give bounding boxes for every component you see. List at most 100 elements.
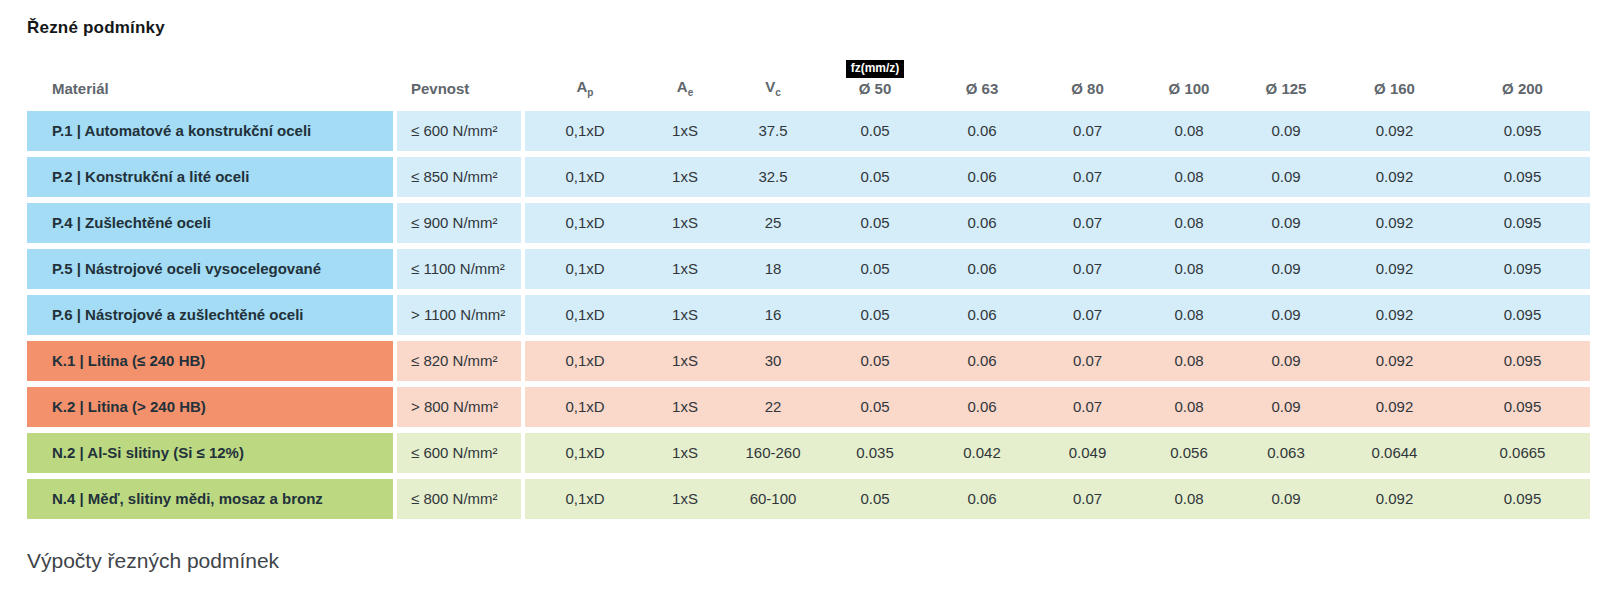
fz-value-cell: 0.095 [1455, 341, 1590, 381]
ap-value-cell: 0,1xD [525, 479, 645, 519]
material-cell: P.4 | Zušlechtěné oceli [27, 203, 393, 243]
fz-value-cell: 0.08 [1140, 203, 1238, 243]
ae-symbol: A [677, 78, 688, 95]
ap-value-cell: 0,1xD [525, 433, 645, 473]
ae-value-cell: 1xS [645, 433, 725, 473]
fz-value-cell: 0.06 [929, 157, 1035, 197]
fz-value-cell: 0.092 [1334, 249, 1455, 289]
column-header-d200: Ø 200 [1455, 81, 1590, 98]
fz-value-cell: 0.09 [1238, 157, 1334, 197]
fz-value-cell: 0.08 [1140, 249, 1238, 289]
vc-symbol: V [765, 78, 775, 95]
fz-value-cell: 0.095 [1455, 203, 1590, 243]
material-cell: P.1 | Automatové a konstrukční oceli [27, 111, 393, 151]
column-header-d160: Ø 160 [1334, 81, 1455, 98]
strength-cell: ≤ 1100 N/mm² [397, 249, 521, 289]
fz-value-cell: 0.07 [1035, 387, 1140, 427]
ap-value-cell: 0,1xD [525, 249, 645, 289]
column-header-strength: Pevnost [397, 81, 521, 98]
strength-cell: ≤ 800 N/mm² [397, 479, 521, 519]
column-header-d63: Ø 63 [929, 81, 1035, 98]
strength-cell: ≤ 850 N/mm² [397, 157, 521, 197]
fz-value-cell: 0.09 [1238, 341, 1334, 381]
fz-value-cell: 0.095 [1455, 157, 1590, 197]
table-body: P.1 | Automatové a konstrukční oceli≤ 60… [27, 111, 1590, 519]
fz-value-cell: 0.07 [1035, 249, 1140, 289]
ap-value-cell: 0,1xD [525, 203, 645, 243]
fz-value-cell: 0.06 [929, 479, 1035, 519]
fz-value-cell: 0.092 [1334, 479, 1455, 519]
fz-value-cell: 0.06 [929, 341, 1035, 381]
fz-value-cell: 0.09 [1238, 295, 1334, 335]
fz-value-cell: 0.07 [1035, 341, 1140, 381]
ae-value-cell: 1xS [645, 203, 725, 243]
column-header-material: Materiál [27, 81, 393, 98]
fz-value-cell: 0.09 [1238, 111, 1334, 151]
ae-value-cell: 1xS [645, 249, 725, 289]
fz-value-cell: 0.0665 [1455, 433, 1590, 473]
table-row: N.2 | Al-Si slitiny (Si ≤ 12%)≤ 600 N/mm… [27, 433, 1590, 473]
fz-value-cell: 0.095 [1455, 295, 1590, 335]
table-row: P.2 | Konstrukční a lité oceli≤ 850 N/mm… [27, 157, 1590, 197]
vc-subscript: c [775, 87, 781, 98]
ap-value-cell: 0,1xD [525, 111, 645, 151]
fz-value-cell: 0.07 [1035, 479, 1140, 519]
fz-value-cell: 0.09 [1238, 249, 1334, 289]
fz-value-cell: 0.05 [821, 203, 929, 243]
fz-value-cell: 0.07 [1035, 295, 1140, 335]
fz-value-cell: 0.035 [821, 433, 929, 473]
fz-value-cell: 0.07 [1035, 157, 1140, 197]
vc-value-cell: 18 [725, 249, 821, 289]
vc-value-cell: 22 [725, 387, 821, 427]
d50-label: Ø 50 [859, 81, 892, 98]
fz-value-cell: 0.06 [929, 295, 1035, 335]
fz-value-cell: 0.056 [1140, 433, 1238, 473]
ae-value-cell: 1xS [645, 341, 725, 381]
ap-value-cell: 0,1xD [525, 341, 645, 381]
table-row: K.2 | Litina (> 240 HB)> 800 N/mm²0,1xD1… [27, 387, 1590, 427]
vc-value-cell: 32.5 [725, 157, 821, 197]
strength-cell: > 800 N/mm² [397, 387, 521, 427]
fz-value-cell: 0.08 [1140, 341, 1238, 381]
fz-value-cell: 0.092 [1334, 203, 1455, 243]
fz-value-cell: 0.0644 [1334, 433, 1455, 473]
fz-value-cell: 0.092 [1334, 295, 1455, 335]
fz-value-cell: 0.063 [1238, 433, 1334, 473]
vc-value-cell: 25 [725, 203, 821, 243]
table-row: P.4 | Zušlechtěné oceli≤ 900 N/mm²0,1xD1… [27, 203, 1590, 243]
fz-value-cell: 0.05 [821, 249, 929, 289]
fz-value-cell: 0.095 [1455, 479, 1590, 519]
ae-value-cell: 1xS [645, 479, 725, 519]
fz-value-cell: 0.06 [929, 111, 1035, 151]
strength-cell: ≤ 600 N/mm² [397, 111, 521, 151]
fz-value-cell: 0.05 [821, 157, 929, 197]
column-header-ap: Ap [525, 79, 645, 98]
fz-value-cell: 0.08 [1140, 157, 1238, 197]
material-cell: P.2 | Konstrukční a lité oceli [27, 157, 393, 197]
table-header-row: Materiál Pevnost Ap Ae Vc fz(mm/z) Ø 50 … [27, 60, 1590, 98]
ae-subscript: e [688, 87, 694, 98]
fz-value-cell: 0.06 [929, 249, 1035, 289]
vc-value-cell: 160-260 [725, 433, 821, 473]
vc-value-cell: 30 [725, 341, 821, 381]
column-header-d50: fz(mm/z) Ø 50 [821, 60, 929, 98]
strength-cell: ≤ 820 N/mm² [397, 341, 521, 381]
material-cell: N.4 | Měď, slitiny mědi, mosaz a bronz [27, 479, 393, 519]
fz-value-cell: 0.08 [1140, 479, 1238, 519]
table-row: P.6 | Nástrojové a zušlechtěné oceli> 11… [27, 295, 1590, 335]
fz-unit-badge: fz(mm/z) [846, 60, 905, 78]
ap-symbol: A [577, 78, 588, 95]
column-header-ae: Ae [645, 79, 725, 98]
material-cell: N.2 | Al-Si slitiny (Si ≤ 12%) [27, 433, 393, 473]
fz-value-cell: 0.09 [1238, 387, 1334, 427]
fz-value-cell: 0.05 [821, 479, 929, 519]
fz-value-cell: 0.09 [1238, 479, 1334, 519]
fz-value-cell: 0.09 [1238, 203, 1334, 243]
vc-value-cell: 16 [725, 295, 821, 335]
column-header-d80: Ø 80 [1035, 81, 1140, 98]
material-cell: P.6 | Nástrojové a zušlechtěné oceli [27, 295, 393, 335]
fz-value-cell: 0.042 [929, 433, 1035, 473]
table-row: K.1 | Litina (≤ 240 HB)≤ 820 N/mm²0,1xD1… [27, 341, 1590, 381]
ae-value-cell: 1xS [645, 157, 725, 197]
fz-value-cell: 0.08 [1140, 387, 1238, 427]
